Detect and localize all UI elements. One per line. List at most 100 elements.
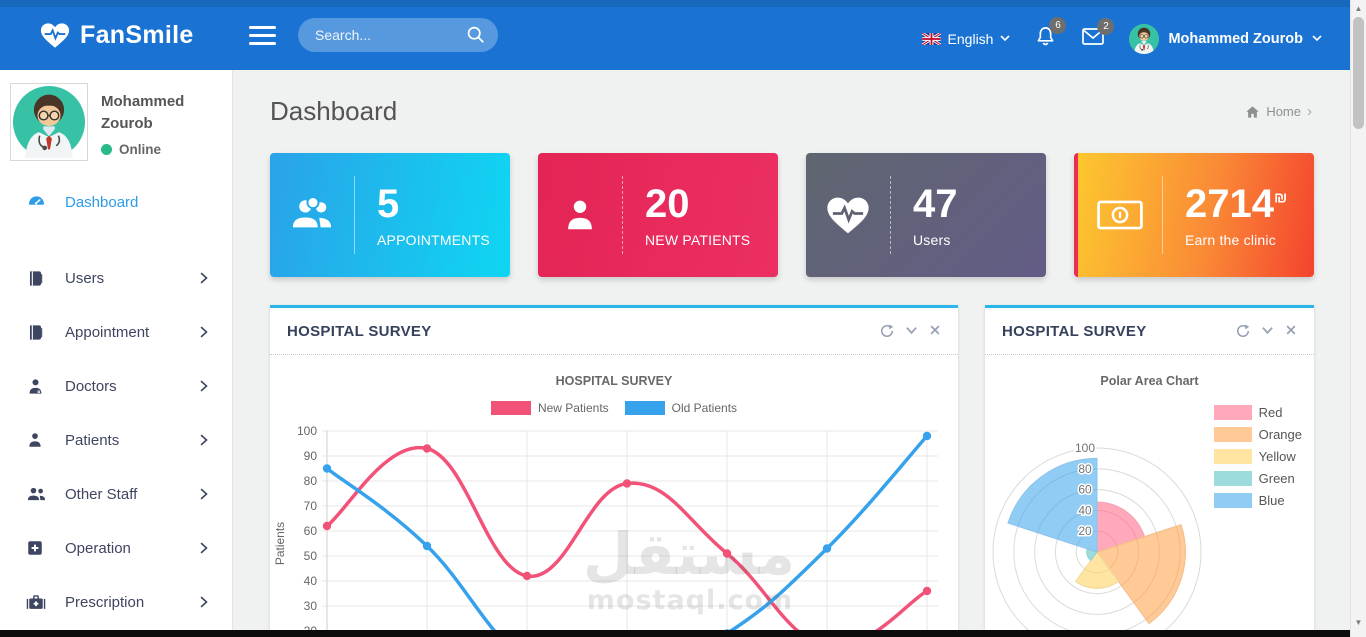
legend-swatch (490, 401, 531, 415)
sidebar-item-label: Other Staff (65, 485, 138, 503)
search-input[interactable] (298, 18, 498, 52)
legend-item-blue[interactable]: Blue (1213, 493, 1302, 508)
sidebar-item-operation[interactable]: Operation (0, 521, 232, 575)
chevron-down-icon (1000, 35, 1011, 42)
sidebar: Mohammed Zourob Online Dashboard Users (0, 70, 233, 630)
user-menu[interactable]: Mohammed Zourob (1129, 23, 1322, 54)
sidebar-profile: Mohammed Zourob Online (0, 70, 232, 161)
heart-pulse-logo-icon (40, 22, 70, 49)
notifications-button[interactable]: 6 (1034, 16, 1067, 53)
collapse-chevron-icon[interactable] (905, 324, 918, 338)
book-icon (26, 269, 48, 288)
close-icon[interactable] (929, 324, 941, 338)
message-count-badge: 2 (1097, 17, 1115, 35)
legend-swatch (1213, 493, 1252, 508)
chevron-right-icon (200, 272, 208, 284)
top-navbar: FanSmile English 6 2 Mohammed Zourob (0, 0, 1350, 70)
svg-text:Patients: Patients (273, 522, 287, 565)
chart-title: HOSPITAL SURVEY (555, 374, 673, 388)
legend-item-old-patients[interactable]: Old Patients (624, 401, 737, 415)
online-status-label: Online (119, 141, 162, 157)
bell-icon (1038, 26, 1054, 45)
scroll-up-arrow[interactable]: ▲ (1354, 4, 1363, 13)
polar-chart-legend: Red Orange Yellow Green Blue (1213, 405, 1302, 508)
page-scrollbar[interactable]: ▲ ▼ (1350, 0, 1366, 637)
chevron-right-icon (200, 596, 208, 608)
collapse-chevron-icon[interactable] (1261, 324, 1274, 338)
svg-text:60: 60 (1078, 483, 1092, 497)
legend-swatch (1213, 449, 1252, 464)
stat-card-label: NEW PATIENTS (645, 231, 751, 248)
legend-item-green[interactable]: Green (1213, 471, 1302, 486)
users-group-icon (270, 194, 354, 236)
hospital-survey-line-chart: 1009080706050403020100Patients (273, 424, 938, 637)
svg-text:100: 100 (1075, 441, 1095, 455)
svg-text:80: 80 (1078, 462, 1092, 476)
line-chart-legend: New Patients Old Patients (270, 401, 958, 415)
profile-name-line2: Zourob (101, 114, 153, 132)
messages-button[interactable]: 2 (1081, 17, 1115, 52)
sidebar-item-dashboard[interactable]: Dashboard (0, 175, 232, 229)
stat-card-value: 20 (645, 181, 690, 226)
avatar (1129, 23, 1160, 54)
panel-title: HOSPITAL SURVEY (1002, 322, 1147, 340)
language-label: English (947, 30, 994, 47)
stat-card-label: Earn the clinic (1185, 231, 1276, 248)
home-icon (1246, 105, 1260, 118)
divider (622, 176, 623, 254)
bottom-black-bar (0, 630, 1366, 637)
breadcrumb-home[interactable]: Home (1266, 104, 1301, 119)
stat-card-earnings: 2714₪ Earn the clinic (1074, 153, 1314, 277)
breadcrumb-separator: › (1307, 103, 1312, 120)
brand[interactable]: FanSmile (40, 0, 194, 70)
heart-pulse-icon (806, 196, 890, 235)
users-group-icon (26, 485, 48, 504)
money-bill-icon (1078, 200, 1162, 230)
sidebar-item-prescription[interactable]: Prescription (0, 575, 232, 629)
uk-flag-icon (921, 32, 941, 45)
panel-title: HOSPITAL SURVEY (287, 322, 432, 340)
stat-card-label: APPOINTMENTS (377, 231, 490, 248)
legend-swatch (1213, 405, 1252, 420)
page-title: Dashboard (270, 96, 398, 126)
scrollbar-thumb[interactable] (1353, 17, 1364, 129)
sidebar-item-label: Dashboard (65, 193, 139, 211)
plus-square-icon (26, 539, 48, 557)
svg-text:20: 20 (1078, 524, 1092, 538)
legend-item-red[interactable]: Red (1213, 405, 1302, 420)
scroll-down-arrow[interactable]: ▼ (1354, 618, 1363, 627)
stat-card-users: 47 Users (806, 153, 1046, 277)
sidebar-item-other-staff[interactable]: Other Staff (0, 467, 232, 521)
sidebar-item-label: Prescription (65, 593, 145, 611)
close-icon[interactable] (1285, 324, 1297, 338)
svg-text:60: 60 (304, 524, 318, 538)
stat-card-value: 2714₪ (1185, 181, 1288, 226)
user-icon (26, 431, 48, 449)
svg-text:100: 100 (297, 424, 317, 438)
refresh-icon[interactable] (880, 324, 894, 338)
language-selector[interactable]: English (921, 30, 1011, 47)
breadcrumb[interactable]: Home › (1245, 103, 1312, 120)
notification-count-badge: 6 (1049, 16, 1067, 34)
sidebar-item-users[interactable]: Users (0, 251, 232, 305)
legend-item-new-patients[interactable]: New Patients (490, 401, 609, 415)
refresh-icon[interactable] (1236, 324, 1250, 338)
sidebar-item-doctors[interactable]: Doctors (0, 359, 232, 413)
search-icon[interactable] (466, 25, 485, 49)
legend-item-orange[interactable]: Orange (1213, 427, 1302, 442)
svg-text:80: 80 (304, 474, 318, 488)
legend-swatch (1213, 427, 1252, 442)
hamburger-menu-icon[interactable] (249, 26, 276, 50)
sidebar-item-patients[interactable]: Patients (0, 413, 232, 467)
legend-item-yellow[interactable]: Yellow (1213, 449, 1302, 464)
legend-swatch (1213, 471, 1252, 486)
svg-text:30: 30 (304, 599, 318, 613)
sidebar-item-appointment[interactable]: Appointment (0, 305, 232, 359)
chevron-right-icon (200, 488, 208, 500)
main-content: Dashboard Home › 5 APPOINTMENTS 20 N (233, 70, 1350, 637)
hospital-survey-line-panel: HOSPITAL SURVEY HOSPITAL SURVEY New Pati… (270, 305, 958, 637)
hospital-survey-polar-chart: 20 40 60 80 100 (992, 440, 1202, 637)
divider (890, 176, 891, 254)
chevron-right-icon (200, 326, 208, 338)
medkit-icon (26, 593, 48, 612)
